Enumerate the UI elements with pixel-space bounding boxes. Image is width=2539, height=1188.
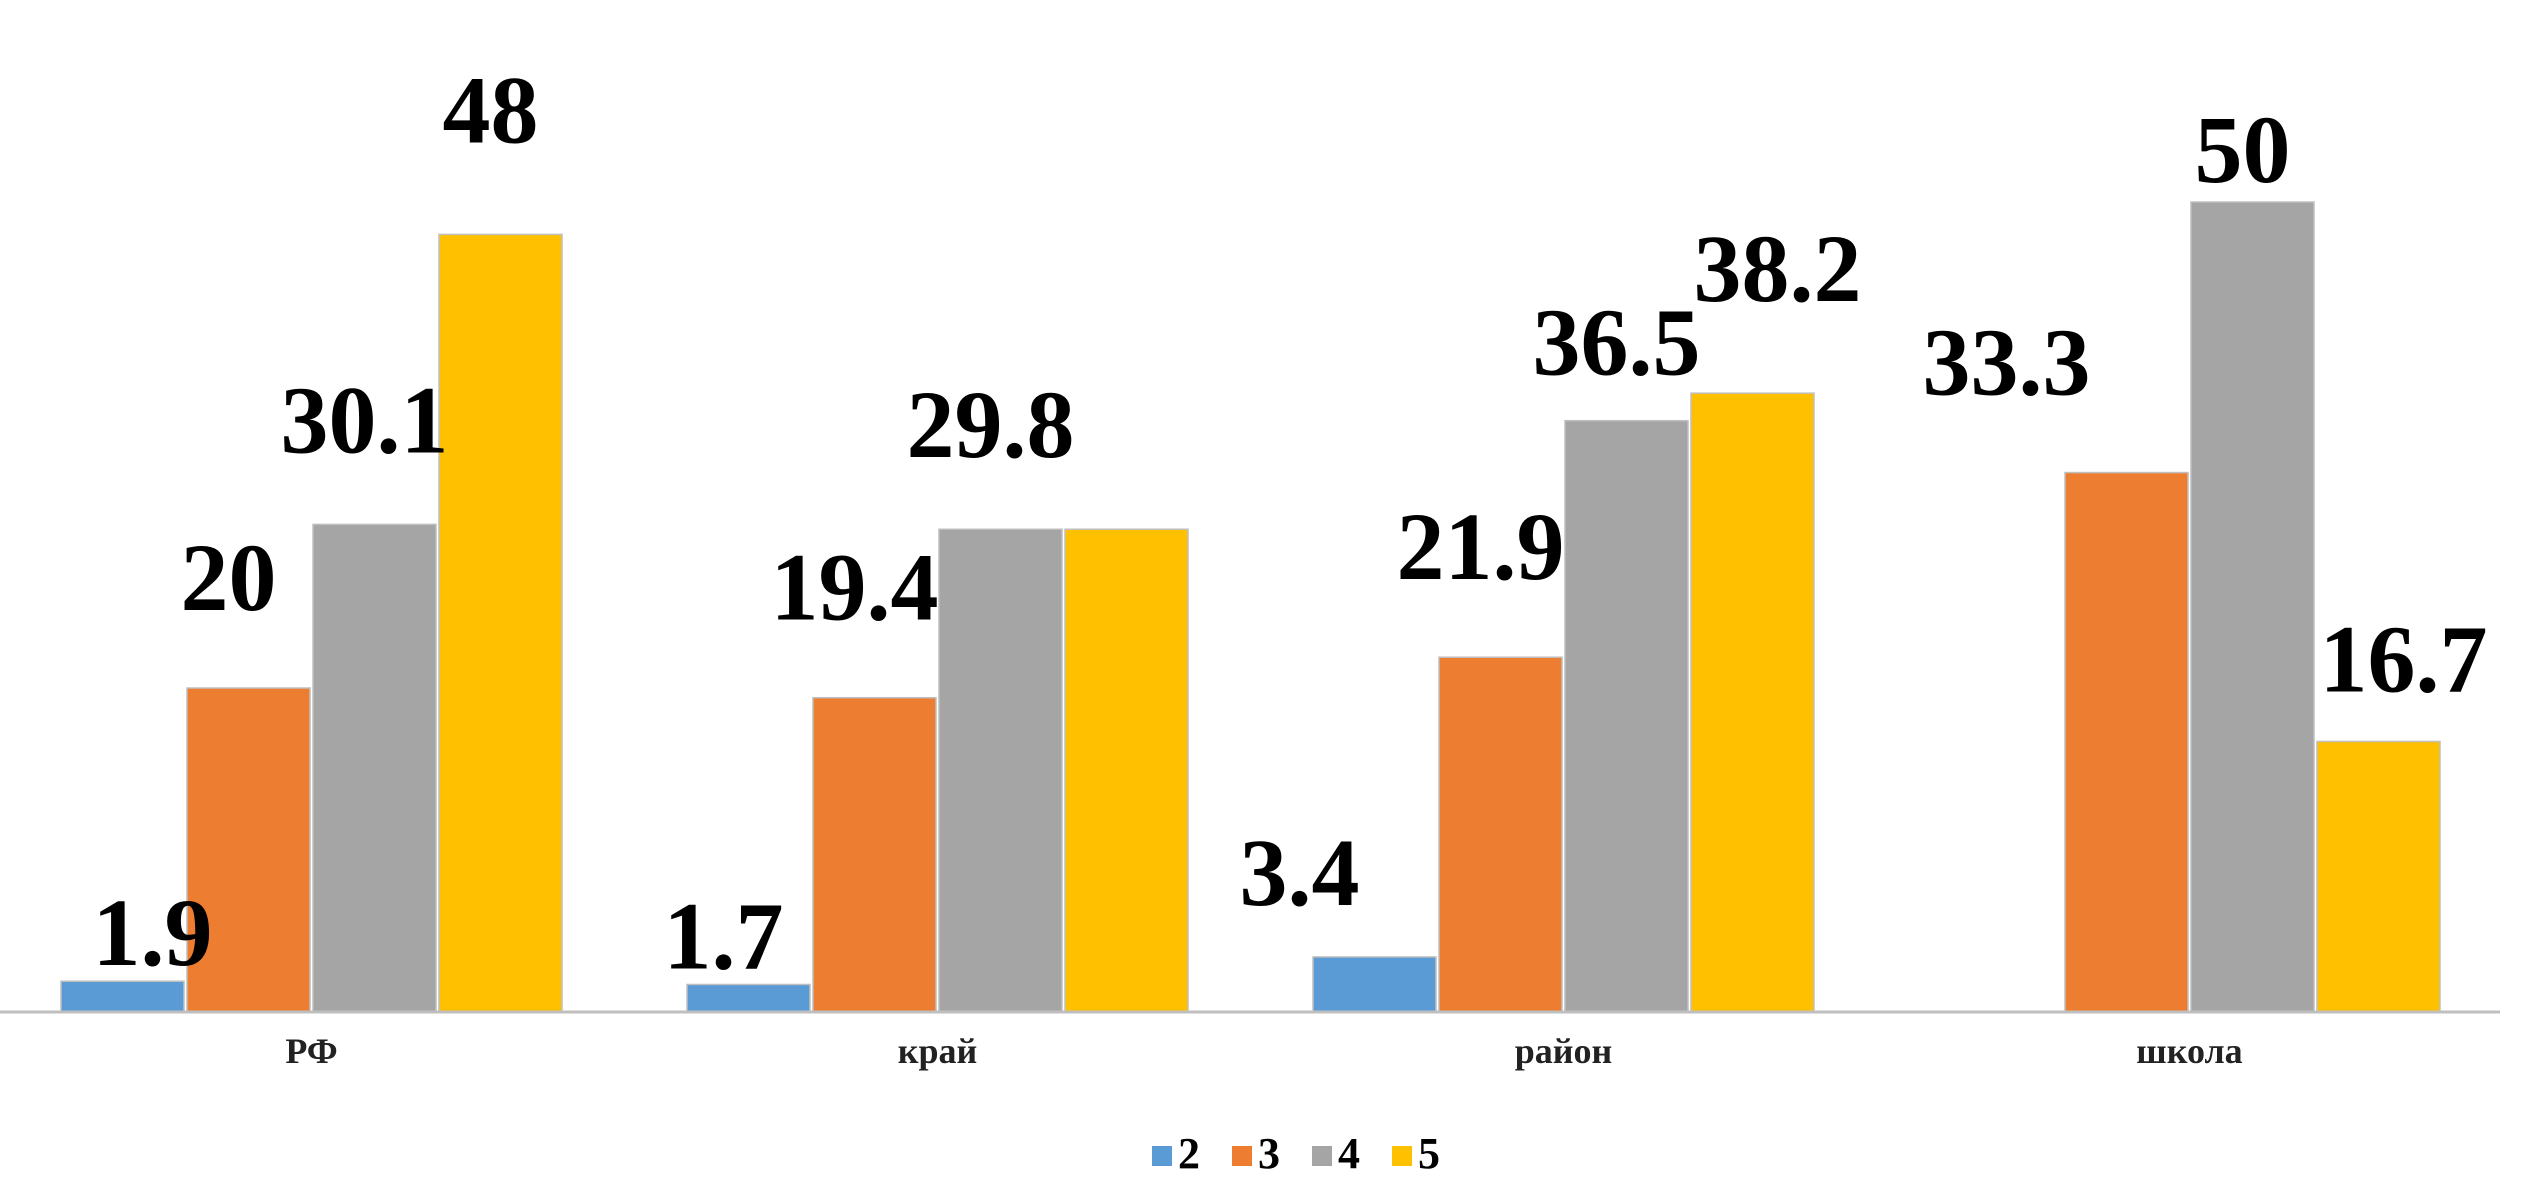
legend-swatch-series-4 [1312, 1146, 1332, 1166]
data-label-cat2-series-4: 36.5 [1533, 289, 1701, 396]
bar-cat1-series-4 [938, 528, 1063, 1013]
data-label-cat3-series-5: 16.7 [2320, 605, 2488, 712]
legend-swatch-series-2 [1152, 1146, 1172, 1166]
legend: 2 3 4 5 [1152, 1129, 1440, 1178]
bar-cat0-series-5 [438, 233, 563, 1013]
data-label-cat2-series-5: 38.2 [1694, 215, 1862, 322]
bar-cat1-series-3 [812, 696, 937, 1013]
data-label-cat1-series-4: 29.8 [907, 371, 1075, 478]
legend-swatch-series-5 [1392, 1146, 1412, 1166]
bar-cat2-series-4 [1564, 419, 1689, 1013]
category-label-cat1: край [898, 1031, 978, 1071]
bar-cat2-series-2 [1312, 956, 1437, 1013]
bar-cat3-series-5 [2316, 740, 2441, 1013]
bar-cat2-series-5 [1690, 392, 1815, 1013]
legend-label-series-4: 4 [1338, 1129, 1360, 1178]
data-label-cat0-series-4: 30.1 [281, 366, 449, 473]
legend-label-series-5: 5 [1418, 1129, 1440, 1178]
bars-layer [60, 201, 2441, 1013]
category-labels-layer: РФ край район школа [285, 1031, 2242, 1071]
bar-cat0-series-4 [312, 523, 437, 1013]
data-label-cat2-series-3: 21.9 [1397, 493, 1565, 600]
legend-swatch-series-3 [1232, 1146, 1252, 1166]
data-label-cat1-series-3: 19.4 [771, 534, 939, 641]
data-label-cat0-series-2: 1.9 [93, 879, 213, 986]
data-label-cat3-series-4: 50 [2195, 96, 2291, 203]
data-label-cat3-series-3: 33.3 [1923, 309, 2091, 416]
bar-cat0-series-2 [60, 980, 185, 1013]
data-label-cat2-series-2: 3.4 [1240, 819, 1360, 926]
bar-cat1-series-5 [1064, 528, 1189, 1013]
data-label-cat1-series-2: 1.7 [664, 882, 784, 989]
data-label-cat0-series-3: 20 [181, 524, 277, 631]
legend-label-series-3: 3 [1258, 1129, 1280, 1178]
category-label-cat3: школа [2136, 1031, 2242, 1071]
legend-label-series-2: 2 [1178, 1129, 1200, 1178]
bar-cat2-series-3 [1438, 656, 1563, 1013]
bar-cat3-series-4 [2190, 201, 2315, 1013]
data-label-cat0-series-5: 48 [443, 56, 539, 163]
bar-cat0-series-3 [186, 687, 311, 1013]
category-label-cat2: район [1515, 1031, 1613, 1071]
category-label-cat0: РФ [285, 1031, 337, 1071]
bar-cat3-series-3 [2064, 471, 2189, 1013]
